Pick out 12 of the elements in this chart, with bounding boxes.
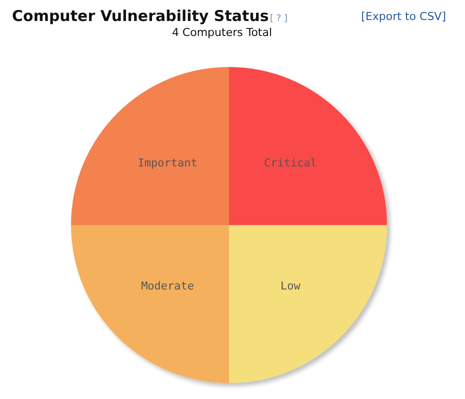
chart-title: Computer Vulnerability Status bbox=[12, 7, 269, 25]
pie-slice bbox=[229, 67, 387, 225]
text: [Export to CSV] bbox=[361, 10, 446, 23]
chart-subtitle: 4 Computers Total bbox=[172, 26, 272, 39]
slice-label: Critical bbox=[264, 156, 317, 170]
pie-slice bbox=[71, 225, 229, 383]
slice-label: Low bbox=[280, 279, 301, 292]
pie-slice bbox=[229, 225, 387, 383]
slice-label: Important bbox=[138, 156, 198, 170]
pie-slice bbox=[71, 67, 229, 225]
slice-label: Moderate bbox=[141, 279, 194, 292]
text: [ ? ] bbox=[270, 14, 288, 24]
